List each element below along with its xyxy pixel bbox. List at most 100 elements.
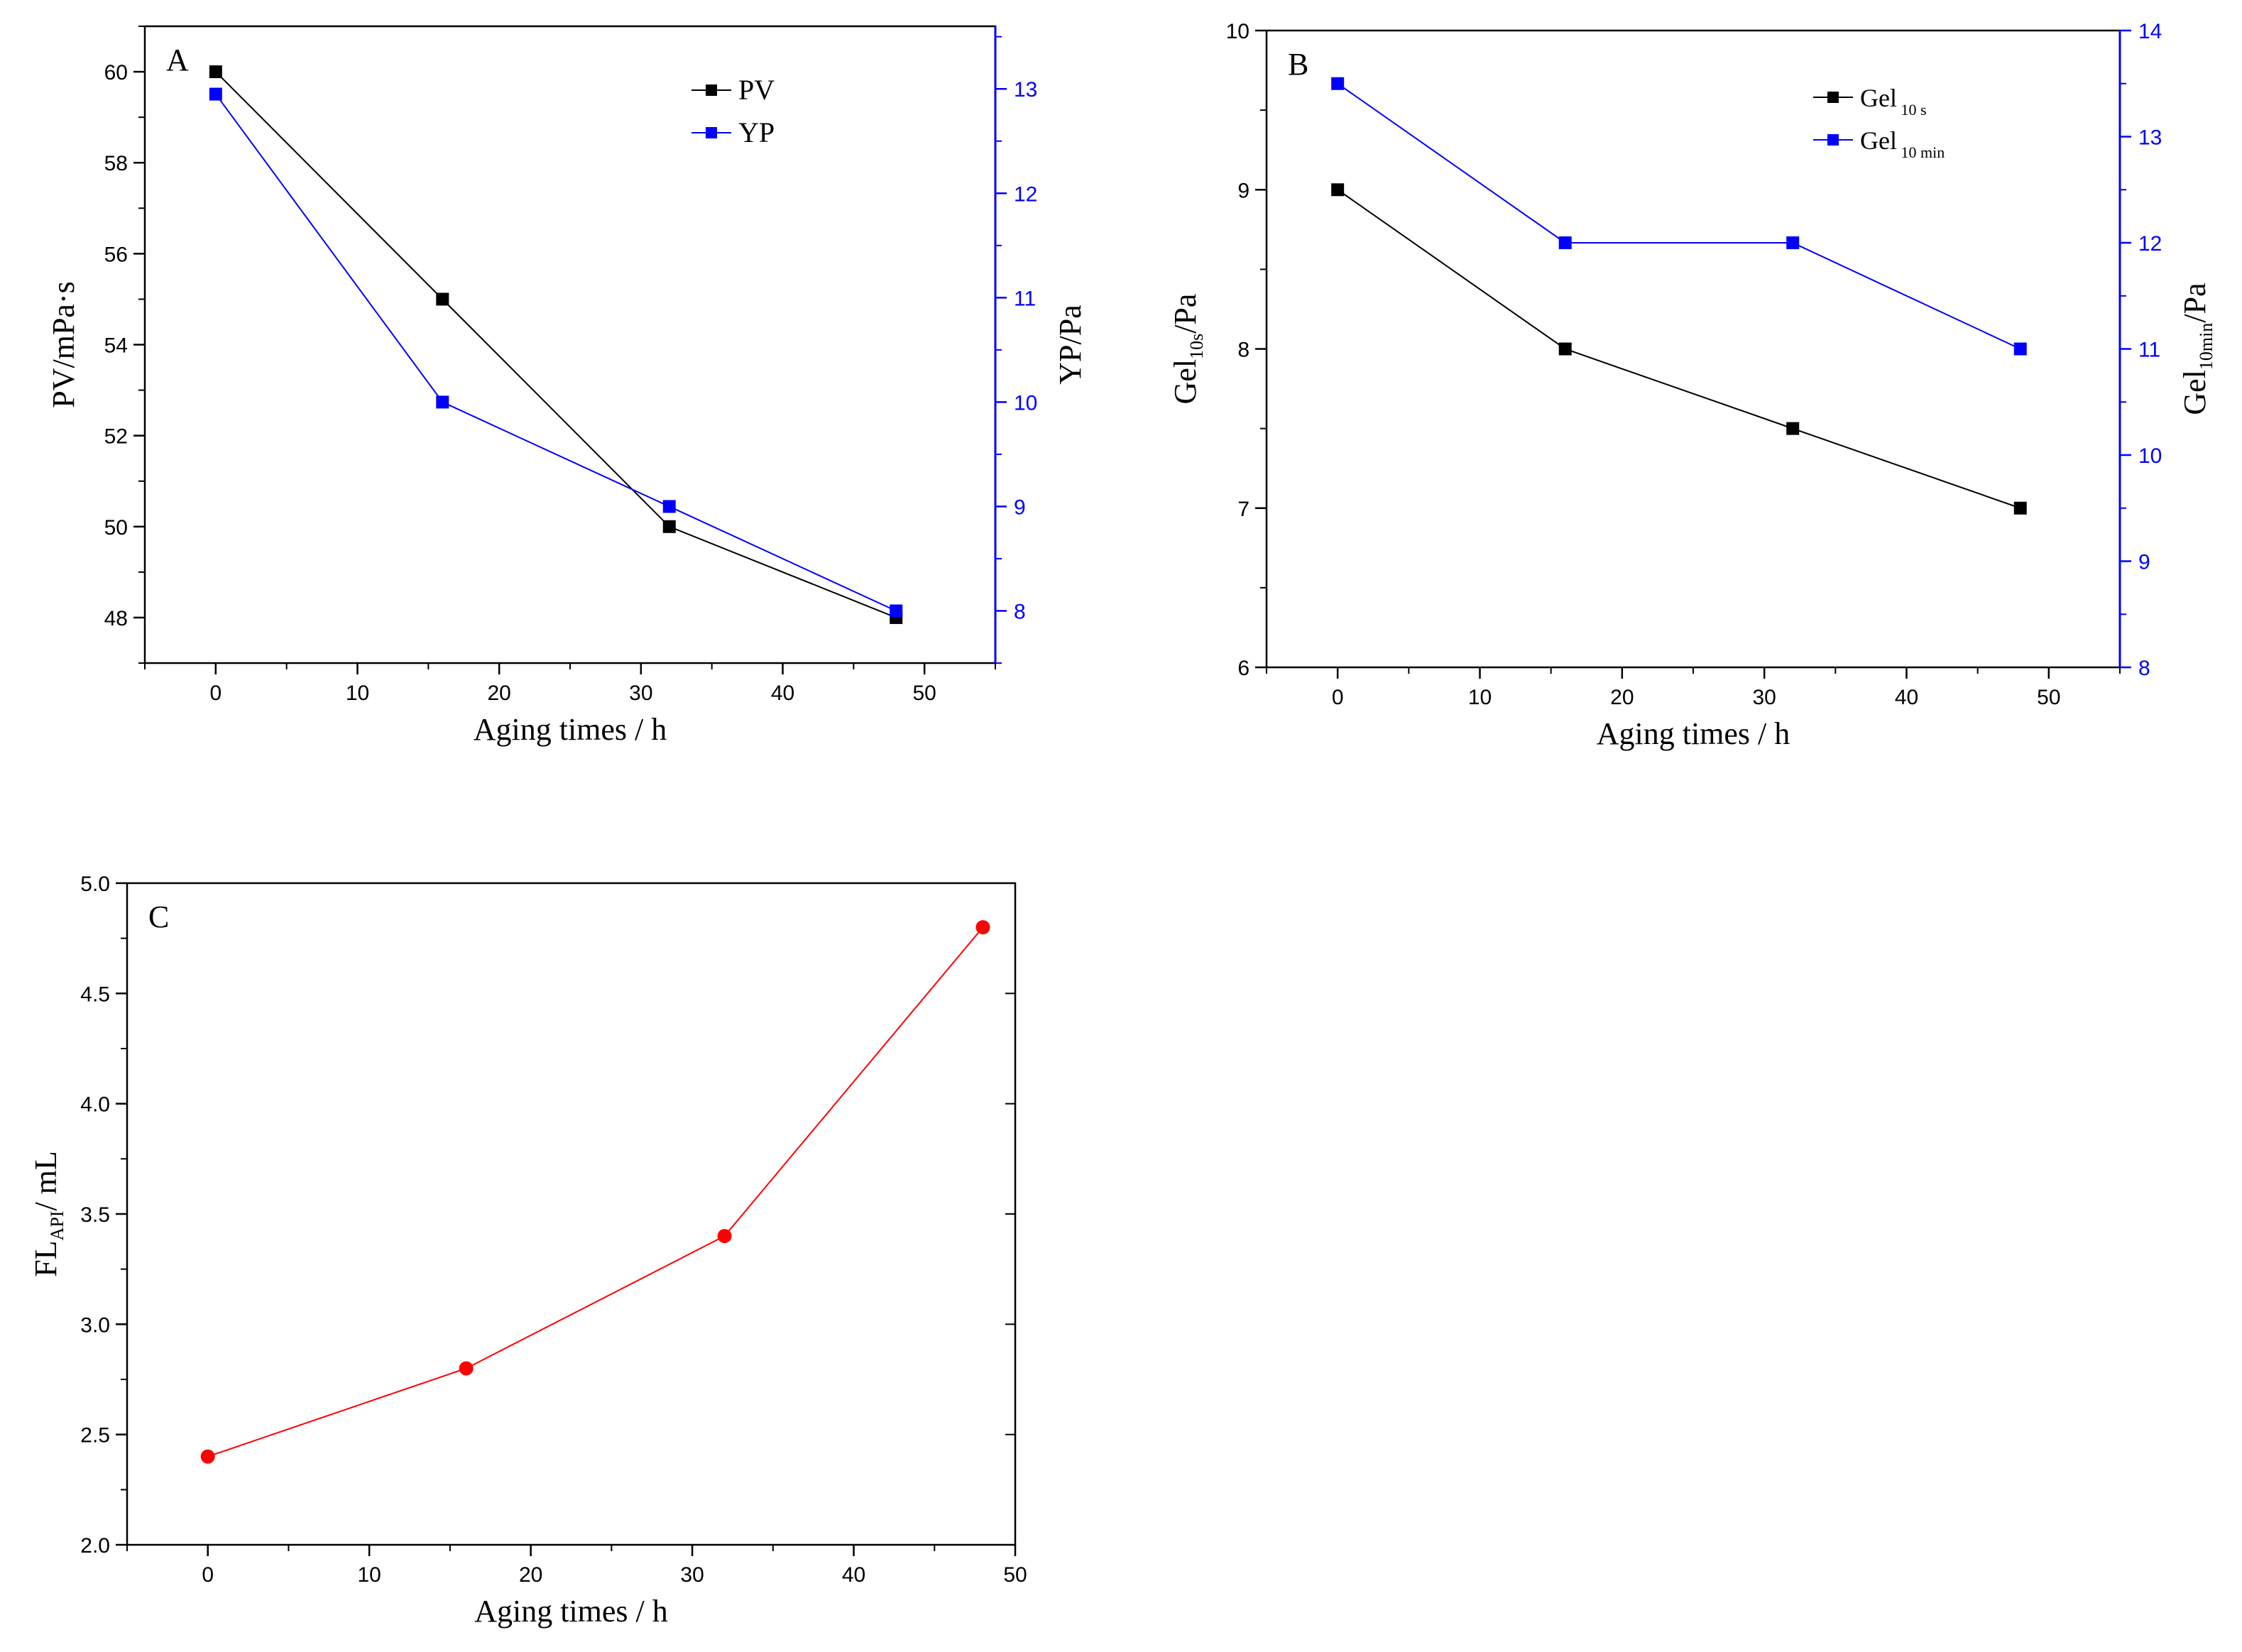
legend-label: YP — [738, 116, 775, 148]
y-left-tick-label: 9 — [1237, 179, 1249, 202]
x-tick-label: 50 — [1003, 1563, 1027, 1587]
x-tick-label: 0 — [202, 1563, 214, 1587]
y-left-axis-title: FLAPI/ mL — [28, 1151, 67, 1277]
y-right-axis-title: YP/Pa — [1053, 305, 1088, 384]
y-left-tick-label: 58 — [104, 152, 128, 175]
y-left-axis-title: Gel10s/Pa — [1168, 294, 1207, 405]
plot-frame — [143, 25, 997, 664]
legend-marker — [1827, 92, 1839, 103]
data-point — [200, 1449, 215, 1464]
plot-frame — [1265, 29, 2121, 669]
y-right-tick-label: 8 — [2138, 657, 2150, 680]
x-tick-label: 20 — [487, 682, 510, 705]
legend-label-main: Gel — [1860, 126, 1897, 155]
y-left-tick-label: 4.5 — [80, 983, 110, 1006]
y-right-tick-label: 9 — [2138, 551, 2150, 574]
y-right-axis-title: Gel10min/Pa — [2177, 283, 2216, 415]
x-tick-label: 40 — [842, 1563, 865, 1587]
y-left-tick-label: 4.0 — [80, 1093, 110, 1117]
legend-label-sub: 10 min — [1897, 143, 1945, 161]
data-point — [662, 520, 676, 533]
panel-label: C — [148, 899, 169, 934]
legend-label: Gel 10 min — [1860, 126, 1945, 161]
y-left-title-tail: /Pa — [1168, 294, 1203, 334]
x-axis-title: Aging times / h — [474, 1594, 668, 1629]
y-right-tick-label: 8 — [1014, 600, 1026, 623]
y-left-tick-label: 6 — [1237, 657, 1249, 680]
x-tick-label: 20 — [519, 1563, 542, 1587]
y-right-tick-label: 10 — [2138, 444, 2162, 468]
data-point — [662, 500, 676, 513]
y-right-tick-label: 12 — [1014, 182, 1037, 206]
legend-label: PV — [738, 74, 775, 106]
y-right-tick-label: 9 — [1014, 496, 1026, 519]
y-right-tick-label: 12 — [2138, 232, 2162, 256]
plot-frame — [126, 882, 1017, 1546]
y-left-axis-title: PV/mPa·s — [46, 281, 81, 407]
y-left-tick-label: 54 — [104, 334, 128, 358]
panel-label: B — [1288, 47, 1308, 82]
data-point — [1786, 422, 1800, 435]
data-point — [1558, 342, 1572, 356]
y-right-title-sub: 10min — [2196, 323, 2216, 370]
legend-label-main: PV — [738, 74, 775, 106]
legend-label-sub: 10 s — [1897, 101, 1927, 119]
x-tick-label: 40 — [1895, 686, 1918, 709]
series-line-0 — [1337, 189, 2021, 509]
y-left-tick-label: 56 — [104, 243, 128, 266]
data-point — [209, 65, 222, 79]
series-line-0 — [207, 926, 984, 1457]
y-right-title-main: Gel — [2177, 370, 2212, 415]
y-left-tick-label: 3.5 — [80, 1203, 110, 1227]
data-point — [1331, 77, 1345, 90]
x-tick-label: 10 — [1468, 686, 1492, 709]
y-right-tick-label: 14 — [2138, 20, 2162, 43]
legend-marker — [1827, 134, 1839, 146]
data-point — [2013, 501, 2027, 515]
series-line-1 — [1337, 82, 2021, 350]
y-left-title-tail: / mL — [28, 1151, 63, 1210]
y-left-title-main: FL — [28, 1240, 63, 1276]
y-left-tick-label: 5.0 — [80, 873, 110, 896]
x-tick-label: 40 — [771, 682, 794, 705]
data-point — [1558, 236, 1572, 249]
legend: PV YP — [691, 74, 775, 148]
x-tick-label: 10 — [357, 1563, 381, 1587]
y-left-tick-label: 60 — [104, 61, 128, 84]
x-tick-label: 0 — [1332, 686, 1344, 709]
data-point — [459, 1361, 474, 1376]
chart-panel-b: 0 10 20 30 40 50 6 7 8 9 10 8 9 10 11 12 13 14 B Aging time… — [1168, 20, 2216, 751]
x-tick-label: 0 — [209, 682, 222, 705]
data-point — [436, 395, 449, 409]
x-tick-label: 10 — [346, 682, 369, 705]
data-point — [1331, 183, 1345, 197]
legend-label: Gel 10 s — [1860, 84, 1927, 119]
series-line-0 — [215, 71, 897, 618]
y-left-tick-label: 2.5 — [80, 1424, 110, 1448]
x-tick-label: 50 — [912, 682, 936, 705]
y-left-tick-label: 3.0 — [80, 1313, 110, 1337]
legend-label-main: Gel — [1860, 84, 1897, 112]
x-tick-label: 30 — [1752, 686, 1776, 709]
y-left-tick-label: 50 — [104, 516, 128, 540]
x-tick-label: 30 — [680, 1563, 704, 1587]
legend-marker — [706, 127, 717, 138]
x-axis-title: Aging times / h — [474, 712, 667, 747]
legend-marker — [706, 84, 717, 96]
data-point — [717, 1229, 732, 1244]
data-point — [209, 87, 222, 101]
y-left-tick-label: 8 — [1237, 339, 1249, 362]
y-right-tick-label: 13 — [1014, 78, 1037, 102]
y-right-tick-label: 11 — [2138, 339, 2160, 362]
legend-label-main: YP — [738, 116, 775, 148]
y-left-tick-label: 10 — [1226, 20, 1249, 43]
x-tick-label: 20 — [1610, 686, 1634, 709]
y-left-tick-label: 2.0 — [80, 1534, 110, 1558]
x-axis-title: Aging times / h — [1597, 716, 1790, 751]
y-right-tick-label: 11 — [1014, 287, 1036, 310]
y-right-tick-label: 13 — [2138, 126, 2162, 150]
chart-panel-c: 0 10 20 30 40 50 2.0 2.5 3.0 3.5 4.0 4.5 5.0 C Aging t… — [28, 873, 1027, 1629]
y-left-title-sub: 10s — [1186, 334, 1207, 359]
